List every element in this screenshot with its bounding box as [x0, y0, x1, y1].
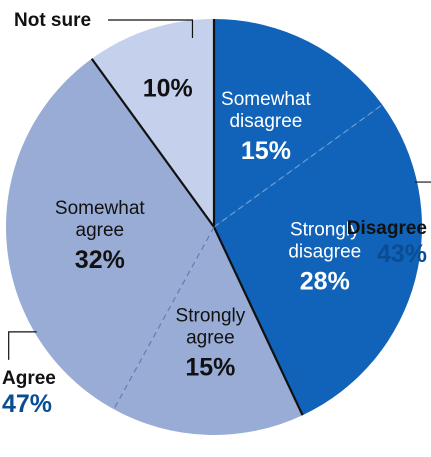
pie-divider [90, 58, 215, 228]
slice-label: Strongly [176, 305, 246, 326]
pie-slice [214, 19, 383, 227]
group-total-label: 47% [2, 390, 52, 418]
callout-label: Not sure [14, 10, 91, 31]
slice-label: agree [186, 327, 235, 348]
pie-divider-dashed [213, 104, 383, 228]
slice-value-label: 15% [241, 137, 291, 165]
slice-value-label: 15% [185, 353, 235, 381]
pie-divider-dashed [113, 226, 215, 410]
pie-dividers [90, 19, 383, 416]
slice-label: Somewhat [55, 198, 145, 219]
slice-value-label: 32% [75, 246, 125, 274]
slice-label: agree [76, 220, 125, 241]
group-callout-line [8, 331, 37, 360]
pie-slice [91, 19, 214, 227]
slice-value-label: 10% [143, 75, 193, 103]
slice-label: disagree [288, 241, 361, 262]
pie-slices [5, 19, 423, 436]
slice-label: Somewhat [221, 89, 311, 110]
pie-slice [113, 227, 303, 436]
group-callout-line [415, 181, 431, 183]
slice-label: disagree [229, 111, 302, 132]
pie-slice [5, 58, 214, 410]
callout-line [108, 19, 194, 38]
slice-value-label: 28% [300, 267, 350, 295]
pie-slice [214, 104, 423, 416]
slice-label: Strongly [290, 219, 360, 240]
group-name-label: Agree [2, 368, 56, 389]
group-total-label: 43% [377, 240, 427, 268]
slice-labels: Somewhatdisagree15%Stronglydisagree28%St… [55, 75, 361, 382]
pie-divider [213, 226, 304, 416]
group-name-label: Disagree [347, 218, 427, 239]
